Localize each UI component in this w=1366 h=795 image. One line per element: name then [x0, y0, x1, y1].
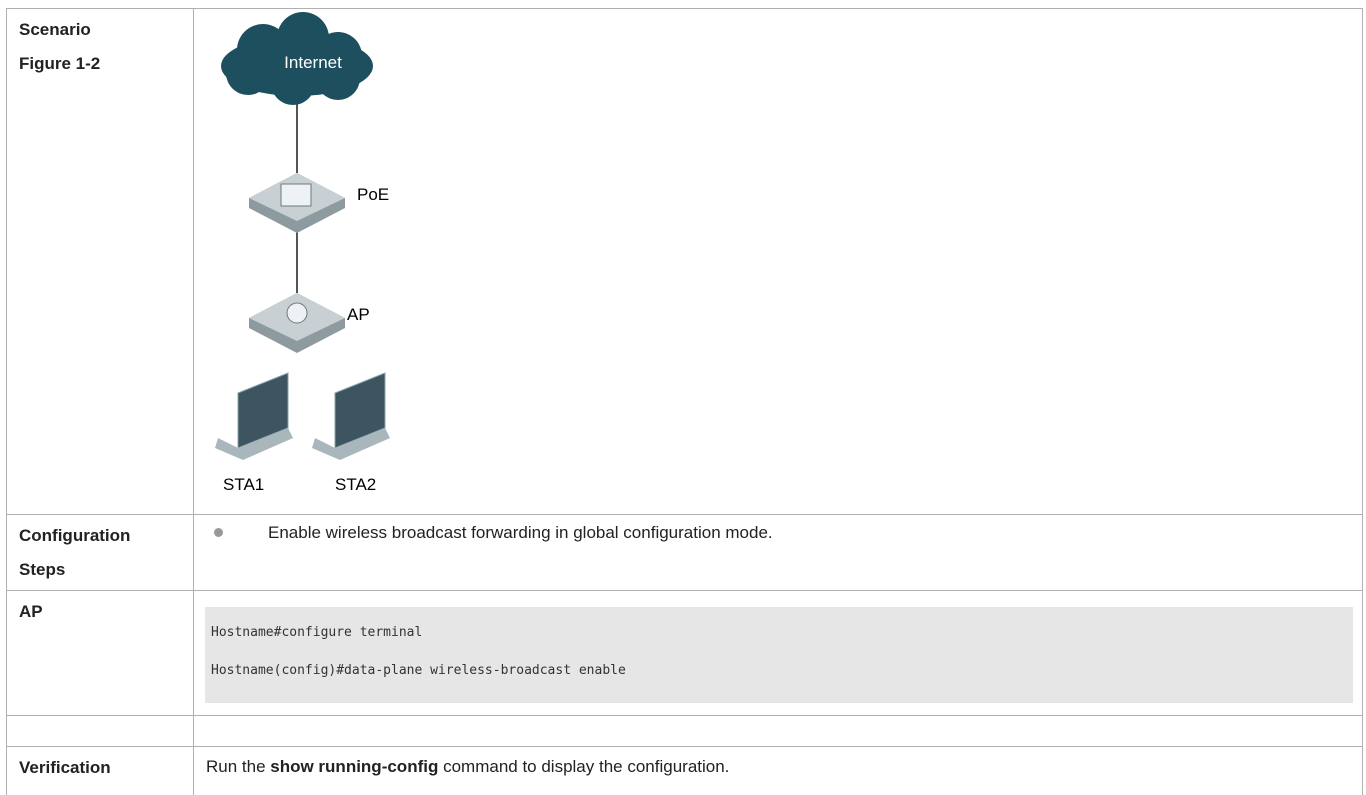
node-label: STA2 [335, 475, 376, 494]
label-cell: Verification [6, 746, 194, 795]
node-label: Internet [284, 53, 342, 72]
label: Scenario [19, 20, 91, 39]
access-point [249, 293, 345, 353]
laptop [215, 372, 293, 460]
node-label: STA1 [223, 475, 264, 494]
code-line: Hostname(config)#data-plane wireless-bro… [211, 663, 626, 678]
label-cell: Scenario Figure 1-2 [6, 8, 194, 515]
text: Run the [206, 757, 271, 776]
label: Figure 1-2 [19, 54, 101, 73]
label: Configuration Steps [19, 526, 131, 579]
label: AP [19, 602, 43, 621]
bullet-text: Enable wireless broadcast forwarding in … [268, 523, 773, 542]
node-label: PoE [357, 185, 389, 204]
network-diagram: Internet PoE AP STA1 STA2 [215, 12, 390, 494]
text: command to display the configuration. [438, 757, 730, 776]
command: show running-config [270, 757, 439, 776]
node-label: AP [347, 305, 370, 324]
switch [249, 173, 345, 233]
empty-cell [6, 715, 194, 747]
code-block: Hostname#configure terminal Hostname(con… [205, 607, 1353, 703]
label: Verification [19, 758, 111, 777]
empty-cell [193, 715, 1363, 747]
cloud [221, 12, 373, 105]
bullet [214, 528, 223, 537]
code-line: Hostname#configure terminal [211, 625, 423, 640]
paragraph: Run the show running-config command to d… [206, 757, 729, 777]
label-cell: Configuration Steps [6, 514, 194, 591]
laptop [312, 372, 390, 460]
label-cell: AP [6, 590, 194, 716]
content-cell [193, 746, 1363, 795]
